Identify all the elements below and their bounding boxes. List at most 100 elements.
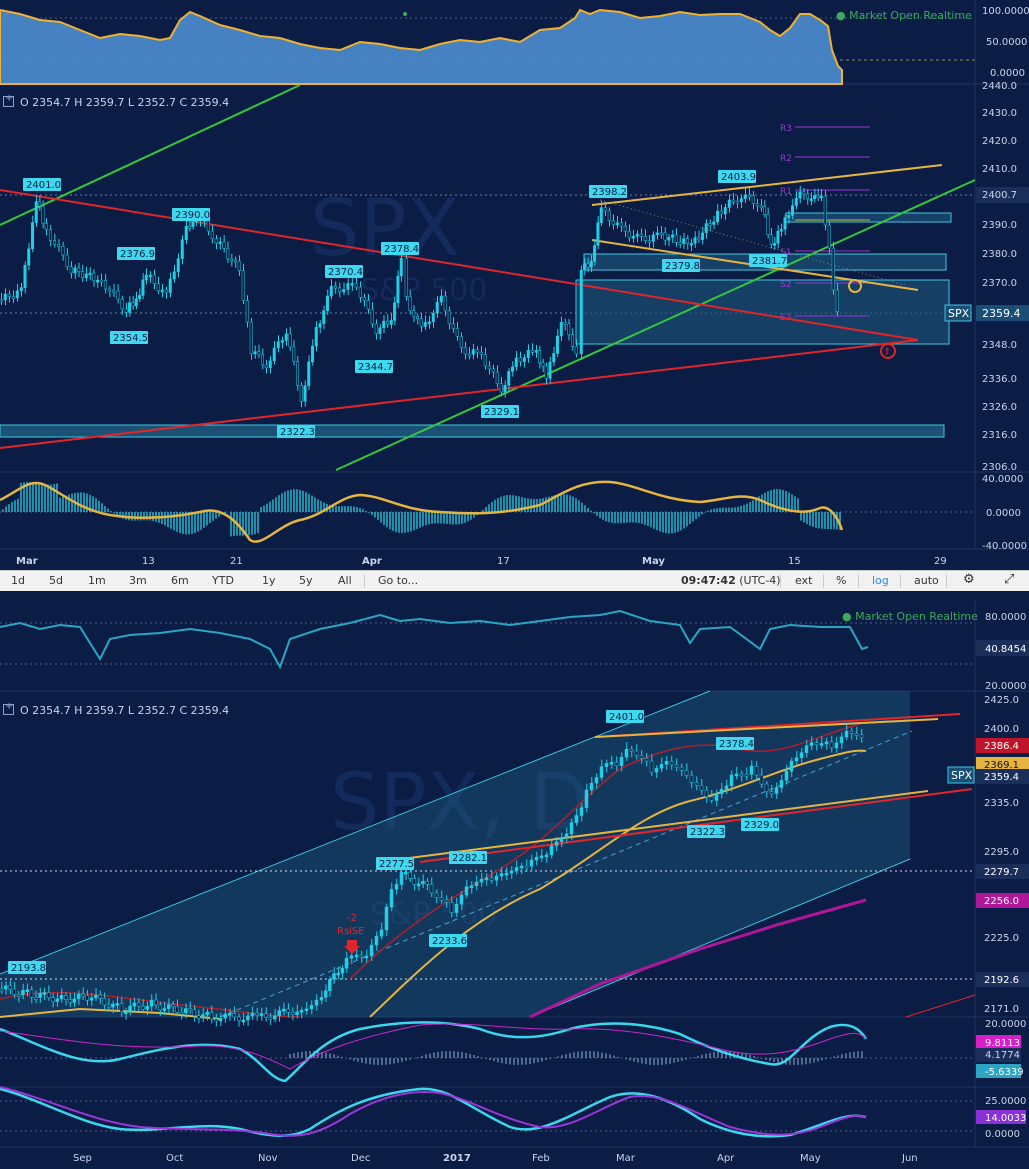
svg-text:0.0000: 0.0000 (986, 508, 1021, 519)
svg-text:2403.9: 2403.9 (721, 172, 756, 183)
top-axis-tick: 2410.0 (982, 164, 1017, 175)
symbol-badge-text: SPX (948, 307, 970, 320)
price-callout: 2379.8 (662, 259, 700, 272)
bottom-price-pane[interactable]: SPX, D S&P 500 -2 RsiSE 2401.02378.42322… (0, 690, 976, 1027)
rsise-value: -2 (347, 913, 357, 924)
top-axis-tick: 2370.0 (982, 278, 1017, 289)
price-callout: 2378.4 (716, 737, 754, 750)
settings-gear-icon[interactable]: ⚙ (963, 572, 975, 587)
bottom-date-tick: Mar (616, 1153, 636, 1164)
svg-text:2370.4: 2370.4 (328, 267, 363, 278)
pivot-s1: S1 (780, 248, 791, 258)
bottom-yellow-mid[interactable] (377, 790, 929, 863)
top-axis-tick: 2400.7 (982, 190, 1017, 201)
top-date-axis[interactable]: Mar 13 21 Apr 17 May 15 29 (16, 556, 947, 567)
price-callout: 2370.4 (325, 265, 363, 278)
rsise-arrow-icon (344, 940, 360, 954)
range-1d[interactable]: 1d (11, 574, 25, 587)
pivot-r3: R3 (780, 124, 792, 134)
stochastic-pane: 25.0000 14.0033 0.0000 (0, 1086, 1026, 1140)
bottom-yellow-upper[interactable] (594, 718, 939, 738)
svg-text:50.0000: 50.0000 (986, 37, 1027, 48)
price-callout: 2233.6 (429, 934, 467, 947)
percent-indicator-pane (0, 8, 975, 85)
range-6m[interactable]: 6m (171, 574, 189, 587)
bottom-axis-tick: 2386.4 (984, 741, 1019, 752)
price-callout: 2401.0 (606, 710, 644, 723)
auto-toggle[interactable]: auto (914, 574, 939, 587)
bottom-axis-tick: 2335.0 (984, 798, 1019, 809)
svg-text:2398.2: 2398.2 (592, 187, 627, 198)
bottom-collapse-icon[interactable] (3, 701, 14, 715)
bottom-date-tick: 2017 (443, 1153, 471, 1164)
top-date-tick: 15 (788, 556, 801, 567)
price-callout: 2282.1 (449, 851, 487, 864)
symbol-badge (944, 304, 972, 322)
bottom-date-tick: Jun (901, 1153, 918, 1164)
resistance-zone-large (575, 279, 950, 345)
bottom-axis-tick: 2171.0 (984, 1004, 1019, 1015)
top-axis-tick: 2390.0 (982, 220, 1017, 231)
goto-button[interactable]: Go to... (378, 574, 419, 587)
price-pane[interactable]: SPX S&P 500 R3 R2 R1 S1 S2 S3 (0, 84, 976, 471)
svg-text:2401.0: 2401.0 (26, 180, 61, 191)
watermark-symbol: SPX (310, 184, 460, 274)
bottom-axis-tick: 2192.6 (984, 975, 1019, 986)
top-price-axis[interactable]: 2440.0 2430.0 2420.0 2410.0 2400.7 2390.0 2380… (976, 81, 1029, 473)
bottom-date-tick: Feb (532, 1153, 550, 1164)
pivot-r2: R2 (780, 154, 792, 164)
bottom-axis-tick: 2279.7 (984, 867, 1019, 878)
svg-text:2390.0: 2390.0 (175, 210, 210, 221)
svg-text:20.0000: 20.0000 (985, 681, 1026, 692)
bottom-chart[interactable]: 80.0000 40.8454 20.0000 SPX, D S&P 500 -… (0, 599, 1029, 1169)
bottom-ohlc-legend: O 2354.7 H 2359.7 L 2352.7 C 2359.4 (3, 701, 229, 717)
pivot-r1: R1 (780, 187, 792, 197)
top-date-tick: 29 (934, 556, 947, 567)
bottom-axis-tick: 2425.0 (984, 695, 1019, 706)
top-axis-tick: 2316.0 (982, 430, 1017, 441)
percent-toggle[interactable]: % (836, 574, 847, 587)
range-5d[interactable]: 5d (49, 574, 63, 587)
bottom-price-candles (0, 724, 864, 1027)
fullscreen-icon[interactable]: ⤢ (1004, 572, 1015, 587)
price-callout: 2378.4 (381, 242, 419, 255)
alert-marker-red[interactable] (880, 343, 896, 359)
price-callout: 2390.0 (172, 208, 210, 221)
trendline-red-up[interactable] (0, 339, 919, 449)
range-1y[interactable]: 1y (262, 574, 276, 587)
collapse-icon[interactable] (3, 93, 14, 107)
channel-yellow-upper[interactable] (591, 164, 943, 206)
trendline-green-upper[interactable] (0, 84, 301, 226)
bottom-date-axis[interactable]: Sep Oct Nov Dec 2017 Feb Mar Apr May Jun (73, 1153, 918, 1164)
top-date-tick: 17 (497, 556, 510, 567)
svg-text:2322.3: 2322.3 (690, 827, 725, 838)
bottom-market-status: ● Market Open Realtime (842, 610, 978, 623)
ext-toggle[interactable]: ext (795, 574, 813, 587)
bottom-axis-tick: 2400.0 (984, 724, 1019, 735)
dotted-projection (599, 199, 906, 286)
svg-text:25.0000: 25.0000 (985, 1096, 1026, 1107)
price-callout: 2344.7 (355, 360, 393, 373)
price-candles (0, 185, 839, 408)
range-1m[interactable]: 1m (88, 574, 106, 587)
svg-text:2378.4: 2378.4 (719, 739, 754, 750)
trendline-red-down[interactable] (0, 189, 919, 341)
log-toggle[interactable]: log (872, 574, 889, 587)
trendline-green-lower[interactable] (335, 179, 976, 471)
price-callout: 2193.8 (8, 961, 46, 974)
svg-text:2277.5: 2277.5 (379, 859, 414, 870)
top-date-tick: 21 (230, 556, 243, 567)
range-all[interactable]: All (338, 574, 352, 587)
svg-text:2233.6: 2233.6 (432, 936, 467, 947)
chart-toolbar: 1d 5d 1m 3m 6m YTD 1y 5y All Go to... 09… (0, 570, 1029, 592)
bottom-date-tick: Dec (351, 1153, 370, 1164)
top-chart[interactable]: SPX S&P 500 R3 R2 R1 S1 S2 S3 (0, 0, 1029, 570)
range-3m[interactable]: 3m (129, 574, 147, 587)
svg-text:2379.8: 2379.8 (665, 261, 700, 272)
alert-marker-yellow[interactable] (848, 279, 862, 293)
price-callout: 2277.5 (376, 857, 414, 870)
range-5y[interactable]: 5y (299, 574, 313, 587)
bottom-axis-tick: 2369.1 (984, 760, 1019, 771)
range-ytd[interactable]: YTD (212, 574, 234, 587)
